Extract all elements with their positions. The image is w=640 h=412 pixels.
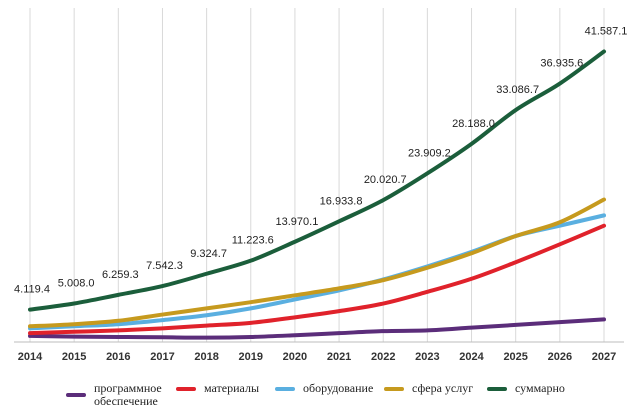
legend: программное обеспечение материалы оборуд… xyxy=(0,382,640,412)
data-label: 41.587.1 xyxy=(585,26,628,38)
data-label: 13.970.1 xyxy=(276,216,319,228)
data-label: 4.119.4 xyxy=(14,284,50,296)
x-tick-label: 2023 xyxy=(415,351,439,363)
legend-swatch-services xyxy=(384,386,404,391)
x-tick-label: 2016 xyxy=(106,351,130,363)
data-label: 5.008.0 xyxy=(58,278,95,290)
x-tick-label: 2019 xyxy=(239,351,263,363)
x-tick-label: 2020 xyxy=(283,351,307,363)
legend-swatch-materials xyxy=(176,386,196,391)
legend-item-materials: материалы xyxy=(176,382,259,395)
legend-swatch-software xyxy=(66,393,86,397)
series-line-software xyxy=(28,317,606,340)
data-labels: 4.119.4 5.008.0 6.259.3 7.542.3 9.324.7 11.22… xyxy=(14,26,627,296)
data-label: 16.933.8 xyxy=(320,195,363,207)
x-tick-label: 2024 xyxy=(459,351,484,363)
legend-item-total: суммарно xyxy=(487,382,565,395)
legend-label-total: суммарно xyxy=(515,381,565,395)
legend-label-materials: материалы xyxy=(204,381,260,395)
x-tick-label: 2017 xyxy=(150,351,174,363)
x-tick-label: 2018 xyxy=(194,351,218,363)
legend-swatch-equipment xyxy=(275,386,295,391)
x-tick-label: 2022 xyxy=(371,351,395,363)
data-label: 9.324.7 xyxy=(190,248,227,260)
legend-swatch-total xyxy=(487,386,507,391)
series-line-services xyxy=(28,197,606,329)
legend-item-equipment: оборудование xyxy=(275,382,373,395)
x-tick-label: 2027 xyxy=(592,351,616,363)
vertical-grid xyxy=(29,8,605,342)
data-label: 33.086.7 xyxy=(496,84,539,96)
legend-label-equipment: оборудование xyxy=(303,381,374,395)
legend-label-software: программное обеспечение xyxy=(94,381,162,408)
series-lines xyxy=(28,49,606,340)
data-label: 6.259.3 xyxy=(102,269,139,281)
legend-label-services: сфера услуг xyxy=(412,381,474,395)
x-tick-label: 2021 xyxy=(327,351,351,363)
legend-item-services: сфера услуг xyxy=(384,382,473,395)
series-line-total xyxy=(28,49,606,312)
data-label: 11.223.6 xyxy=(232,235,274,247)
x-tick-label: 2014 xyxy=(18,351,43,363)
data-label: 20.020.7 xyxy=(364,174,407,186)
x-tick-label: 2025 xyxy=(503,351,527,363)
legend-item-software: программное обеспечение xyxy=(66,382,172,408)
series-line-materials xyxy=(28,223,606,336)
data-label: 23.909.2 xyxy=(408,147,451,159)
data-label: 7.542.3 xyxy=(146,260,183,272)
data-label: 36.935.6 xyxy=(540,58,583,70)
x-tick-label: 2026 xyxy=(548,351,572,363)
x-tick-label: 2015 xyxy=(62,351,86,363)
x-axis: 2014 2015 2016 2017 2018 2019 2020 2021 2022 2023… xyxy=(14,341,624,363)
data-label: 28.188.0 xyxy=(452,118,495,130)
